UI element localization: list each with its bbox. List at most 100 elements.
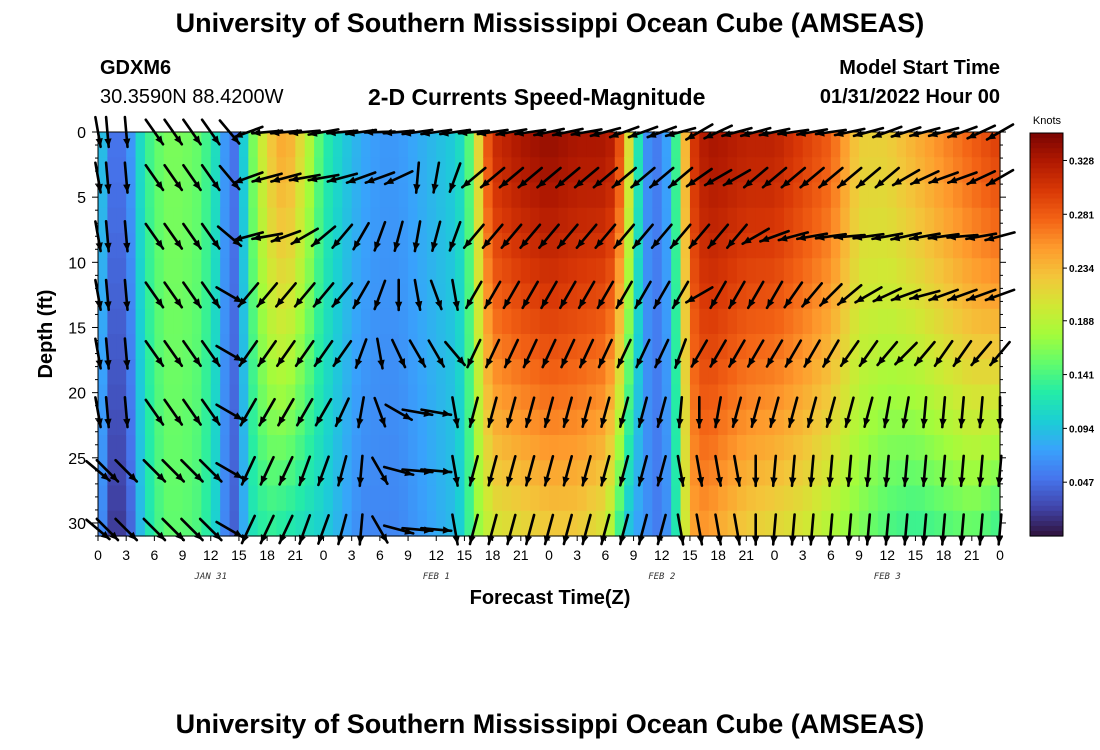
heatmap-cell	[455, 359, 466, 386]
heatmap-cell	[661, 157, 672, 184]
heatmap-cell	[558, 460, 569, 487]
heatmap-cell	[915, 132, 926, 158]
heatmap-cell	[906, 460, 917, 487]
vector-arrow	[161, 458, 186, 483]
vector-arrow	[524, 396, 536, 429]
vector-arrow	[928, 288, 960, 302]
heatmap-cell	[285, 132, 296, 158]
heatmap-cell	[859, 182, 870, 209]
vector-arrow	[836, 166, 863, 189]
colorbar-step	[1030, 263, 1063, 270]
heatmap-cell	[323, 409, 334, 436]
heatmap-cell	[896, 233, 907, 259]
heatmap-cell	[135, 384, 146, 411]
vector-arrow	[890, 288, 922, 302]
colorbar-step	[1030, 425, 1063, 431]
heatmap-cell	[586, 258, 597, 285]
heatmap-cell	[765, 258, 776, 285]
heatmap-cell	[210, 510, 221, 537]
heatmap-cell	[248, 283, 259, 310]
heatmap-cell	[379, 334, 390, 360]
heatmap-cell	[173, 435, 184, 461]
x-tick-label: 6	[150, 547, 158, 563]
vector-arrow	[871, 232, 904, 241]
heatmap-cell	[633, 132, 644, 158]
colorbar-step	[1030, 294, 1063, 300]
heatmap-cell	[906, 409, 917, 436]
heatmap-cell	[981, 359, 992, 386]
x-tick-label: 15	[682, 547, 698, 563]
heatmap-cell	[220, 435, 231, 461]
vector-arrow	[290, 227, 320, 246]
heatmap-cell	[229, 510, 240, 537]
heatmap-cell	[671, 510, 682, 537]
heatmap-cell	[718, 485, 729, 512]
heatmap-cell	[943, 132, 954, 158]
heatmap-cell	[191, 207, 202, 234]
heatmap-cell	[492, 359, 503, 386]
heatmap-cell	[671, 435, 682, 461]
heatmap-cell	[971, 334, 982, 360]
vector-arrow	[965, 232, 998, 241]
heatmap-cell	[389, 258, 400, 285]
heatmap-cell	[182, 132, 193, 158]
colorbar-step	[1030, 359, 1063, 366]
heatmap-cell	[943, 233, 954, 259]
heatmap-cell	[98, 384, 108, 411]
heatmap-cell	[492, 182, 503, 209]
heatmap-cell	[520, 384, 531, 411]
vector-arrow	[420, 408, 453, 417]
heatmap-cell	[229, 182, 240, 209]
heatmap-cell	[210, 258, 221, 285]
colorbar-step	[1030, 153, 1063, 159]
heatmap-cell	[201, 435, 212, 461]
heatmap-cell	[633, 485, 644, 512]
heatmap-cell	[238, 233, 249, 259]
heatmap-cell	[267, 359, 278, 386]
heatmap-cell	[802, 510, 813, 537]
heatmap-cell	[144, 409, 155, 436]
heatmap-cell	[154, 207, 165, 234]
heatmap-cell	[605, 435, 616, 461]
heatmap-cell	[736, 258, 747, 285]
heatmap-cell	[267, 157, 278, 184]
heatmap-cell	[154, 308, 165, 335]
vector-arrow	[123, 337, 131, 370]
heatmap-cell	[379, 435, 390, 461]
heatmap-cell	[821, 435, 832, 461]
heatmap-cell	[830, 510, 841, 537]
heatmap-cell	[135, 460, 146, 487]
heatmap-cell	[990, 359, 1001, 386]
heatmap-cell	[577, 359, 588, 386]
heatmap-cell	[906, 510, 917, 537]
heatmap-cell	[220, 132, 231, 158]
heatmap-cell	[652, 510, 663, 537]
heatmap-cell	[229, 132, 240, 158]
heatmap-cell	[135, 308, 146, 335]
heatmap-cell	[783, 460, 794, 487]
heatmap-cell	[896, 308, 907, 335]
heatmap-cell	[642, 409, 653, 436]
heatmap-cell	[201, 258, 212, 285]
vector-arrow	[481, 223, 504, 249]
heatmap-cell	[614, 510, 625, 537]
heatmap-cell	[436, 334, 447, 360]
heatmap-cell	[126, 334, 137, 360]
heatmap-cell	[887, 510, 898, 537]
heatmap-cell	[699, 409, 710, 436]
heatmap-cell	[511, 460, 522, 487]
heatmap-cell	[924, 409, 935, 436]
heatmap-cell	[708, 157, 719, 184]
heatmap-cell	[530, 485, 541, 512]
vector-arrow	[908, 232, 941, 241]
vector-arrow	[182, 398, 202, 426]
heatmap-cell	[887, 308, 898, 335]
heatmap-cell	[689, 460, 700, 487]
heatmap-cell	[210, 132, 221, 158]
colorbar-step	[1030, 510, 1063, 517]
heatmap-cell	[774, 283, 785, 310]
heatmap-cell	[906, 359, 917, 386]
heatmap-cell	[896, 409, 907, 436]
heatmap-cell	[549, 435, 559, 461]
heatmap-cell	[229, 258, 240, 285]
